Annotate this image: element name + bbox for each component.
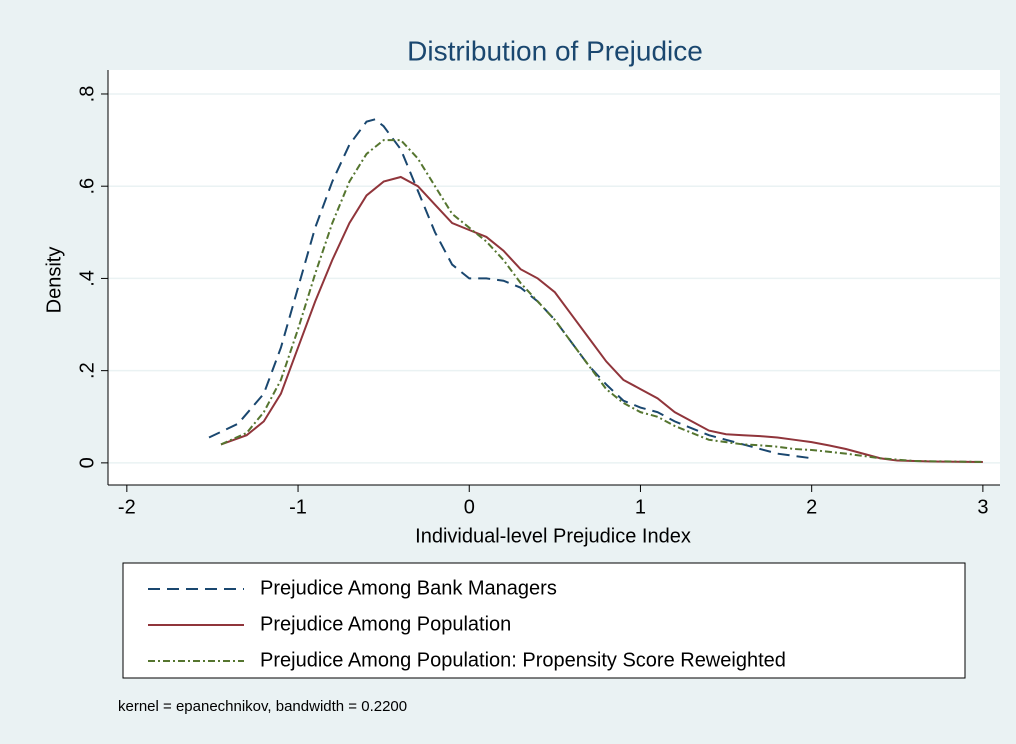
density-line xyxy=(220,139,983,463)
x-tick-label: 1 xyxy=(635,496,646,518)
y-tick-label: .6 xyxy=(76,178,98,195)
legend-label: Prejudice Among Population xyxy=(260,613,511,635)
note: kernel = epanechnikov, bandwidth = 0.220… xyxy=(118,698,407,715)
x-tick-label: -2 xyxy=(118,496,136,518)
y-tick-label: .8 xyxy=(76,86,98,103)
x-axis-label: Individual-level Prejudice Index xyxy=(415,525,691,547)
legend-label: Prejudice Among Bank Managers xyxy=(260,577,557,599)
y-axis-label: Density xyxy=(43,247,65,314)
density-line xyxy=(220,175,983,463)
x-tick-label: 3 xyxy=(977,496,988,518)
x-tick-label: 2 xyxy=(806,496,817,518)
legend-box xyxy=(122,562,966,679)
x-tick-label: -1 xyxy=(289,496,307,518)
chart-title: Distribution of Prejudice xyxy=(407,35,703,66)
x-tick-label: 0 xyxy=(464,496,475,518)
legend-label: Prejudice Among Population: Propensity S… xyxy=(260,649,786,671)
y-tick-label: 0 xyxy=(76,457,98,468)
plot-area xyxy=(108,70,1000,485)
density-line xyxy=(208,118,812,460)
y-tick-label: .2 xyxy=(76,362,98,379)
y-tick-label: .4 xyxy=(76,270,98,287)
